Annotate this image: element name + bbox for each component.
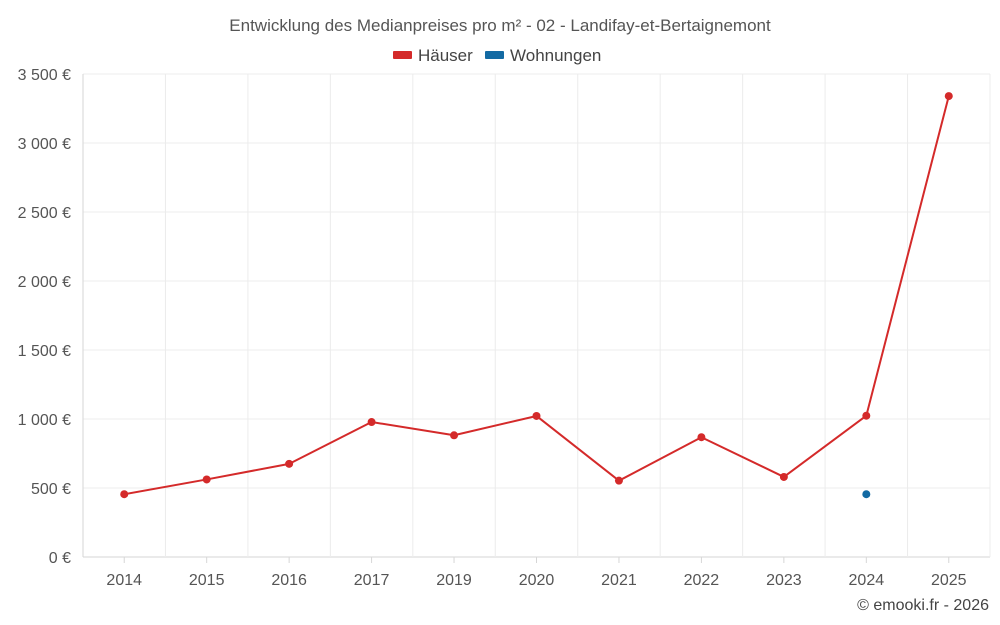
x-tick-label: 2022 (684, 572, 720, 589)
legend-swatch-houses (393, 51, 412, 59)
x-tick-label: 2019 (436, 572, 472, 589)
data-point-houses[interactable] (450, 431, 459, 440)
y-tick-label: 3 500 € (18, 67, 71, 84)
legend-item-apartments[interactable]: Wohnungen (485, 46, 601, 65)
y-tick-label: 2 500 € (18, 205, 71, 222)
legend: Häuser Wohnungen (393, 46, 601, 65)
x-tick-label: 2023 (766, 572, 802, 589)
y-tick-label: 3 000 € (18, 136, 71, 153)
legend-swatch-apartments (485, 51, 504, 59)
x-tick-label: 2016 (271, 572, 307, 589)
legend-label-houses: Häuser (418, 46, 473, 65)
y-tick-label: 0 € (49, 550, 71, 567)
data-point-houses[interactable] (285, 459, 294, 468)
data-point-houses[interactable] (862, 411, 871, 420)
y-tick-label: 2 000 € (18, 274, 71, 291)
data-point-houses[interactable] (367, 418, 376, 427)
data-point-apartments[interactable] (862, 490, 871, 499)
legend-label-apartments: Wohnungen (510, 46, 601, 65)
legend-item-houses[interactable]: Häuser (393, 46, 473, 65)
data-point-houses[interactable] (202, 475, 211, 484)
data-point-houses[interactable] (532, 411, 541, 420)
chart-title: Entwicklung des Medianpreises pro m² - 0… (229, 16, 771, 35)
series (120, 92, 953, 499)
x-axis-ticks: 2014 2015 2016 2017 2019 2020 2021 2022 2023 2024… (106, 557, 967, 589)
x-tick-label: 2025 (931, 572, 967, 589)
x-tick-label: 2014 (106, 572, 142, 589)
data-point-houses[interactable] (944, 92, 953, 101)
y-tick-label: 1 000 € (18, 412, 71, 429)
x-tick-label: 2021 (601, 572, 637, 589)
credit: © emooki.fr - 2026 (857, 597, 989, 614)
grid (82, 73, 991, 558)
x-tick-label: 2015 (189, 572, 225, 589)
x-tick-label: 2017 (354, 572, 390, 589)
data-point-houses[interactable] (120, 490, 129, 499)
y-tick-label: 1 500 € (18, 343, 71, 360)
x-tick-label: 2024 (849, 572, 885, 589)
y-axis-ticks: 0 € 500 € 1 000 € 1 500 € 2 000 € 2 500 € 3 00… (18, 67, 71, 567)
y-tick-label: 500 € (31, 481, 71, 498)
data-point-houses[interactable] (614, 476, 623, 485)
data-point-houses[interactable] (779, 472, 788, 481)
x-tick-label: 2020 (519, 572, 555, 589)
data-point-houses[interactable] (697, 433, 706, 442)
